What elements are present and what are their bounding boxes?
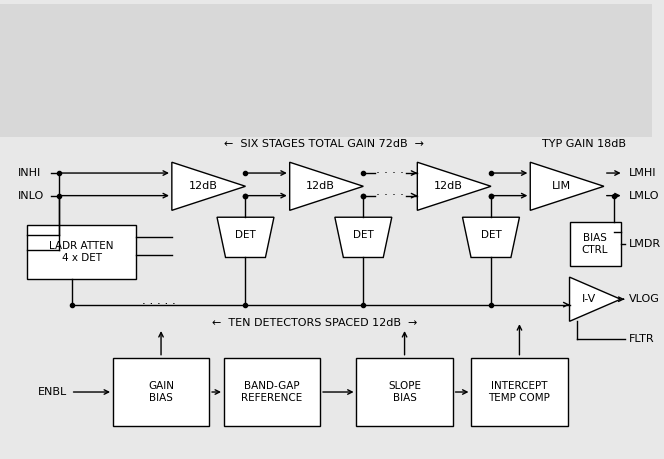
Polygon shape: [418, 162, 491, 210]
Bar: [0, 4, 652, 137]
Bar: [0, 137, 652, 455]
Bar: [0, 4, 652, 137]
Text: · · · · ·: · · · · ·: [141, 298, 175, 311]
Polygon shape: [290, 162, 363, 210]
Text: DET: DET: [481, 230, 501, 241]
Polygon shape: [335, 217, 392, 257]
Text: SLOPE
BIAS: SLOPE BIAS: [388, 381, 421, 403]
Text: BAND-GAP
REFERENCE: BAND-GAP REFERENCE: [242, 381, 303, 403]
Text: LMDR: LMDR: [628, 239, 661, 249]
Text: VLOG: VLOG: [628, 294, 659, 304]
Polygon shape: [463, 217, 519, 257]
Bar: [471, 358, 568, 426]
Text: TYP GAIN 18dB: TYP GAIN 18dB: [542, 139, 626, 149]
Text: 12dB: 12dB: [189, 181, 217, 191]
Bar: [27, 225, 135, 279]
Text: LADR ATTEN
4 x DET: LADR ATTEN 4 x DET: [49, 241, 114, 263]
Text: ←  SIX STAGES TOTAL GAIN 72dB  →: ← SIX STAGES TOTAL GAIN 72dB →: [224, 139, 424, 149]
Text: LMLO: LMLO: [628, 190, 659, 201]
Polygon shape: [570, 277, 621, 321]
Text: FLTR: FLTR: [628, 334, 654, 344]
Text: DET: DET: [235, 230, 256, 241]
Text: BIAS
CTRL: BIAS CTRL: [582, 234, 608, 255]
Bar: [357, 358, 453, 426]
Text: ←  TEN DETECTORS SPACED 12dB  →: ← TEN DETECTORS SPACED 12dB →: [212, 318, 417, 328]
Text: GAIN
BIAS: GAIN BIAS: [148, 381, 174, 403]
Text: · · · ·: · · · ·: [376, 189, 404, 202]
Text: LMHI: LMHI: [628, 168, 656, 178]
Bar: [113, 358, 209, 426]
Text: 12dB: 12dB: [434, 181, 463, 191]
Polygon shape: [531, 162, 604, 210]
Text: I-V: I-V: [582, 294, 596, 304]
Text: LIM: LIM: [552, 181, 571, 191]
Polygon shape: [217, 217, 274, 257]
Text: DET: DET: [353, 230, 374, 241]
Text: INLO: INLO: [18, 190, 44, 201]
Bar: [224, 358, 320, 426]
Bar: [570, 222, 621, 266]
Text: ENBL: ENBL: [38, 387, 67, 397]
Text: 12dB: 12dB: [306, 181, 335, 191]
Polygon shape: [172, 162, 246, 210]
Text: INTERCEPT
TEMP COMP: INTERCEPT TEMP COMP: [489, 381, 550, 403]
Text: · · · ·: · · · ·: [376, 167, 404, 179]
Text: INHI: INHI: [18, 168, 41, 178]
